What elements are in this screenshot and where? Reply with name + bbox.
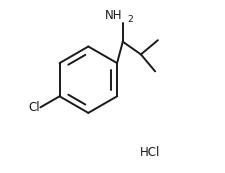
- Text: Cl: Cl: [28, 101, 39, 114]
- Text: HCl: HCl: [140, 145, 160, 158]
- Text: NH: NH: [104, 9, 122, 22]
- Text: 2: 2: [126, 15, 132, 24]
